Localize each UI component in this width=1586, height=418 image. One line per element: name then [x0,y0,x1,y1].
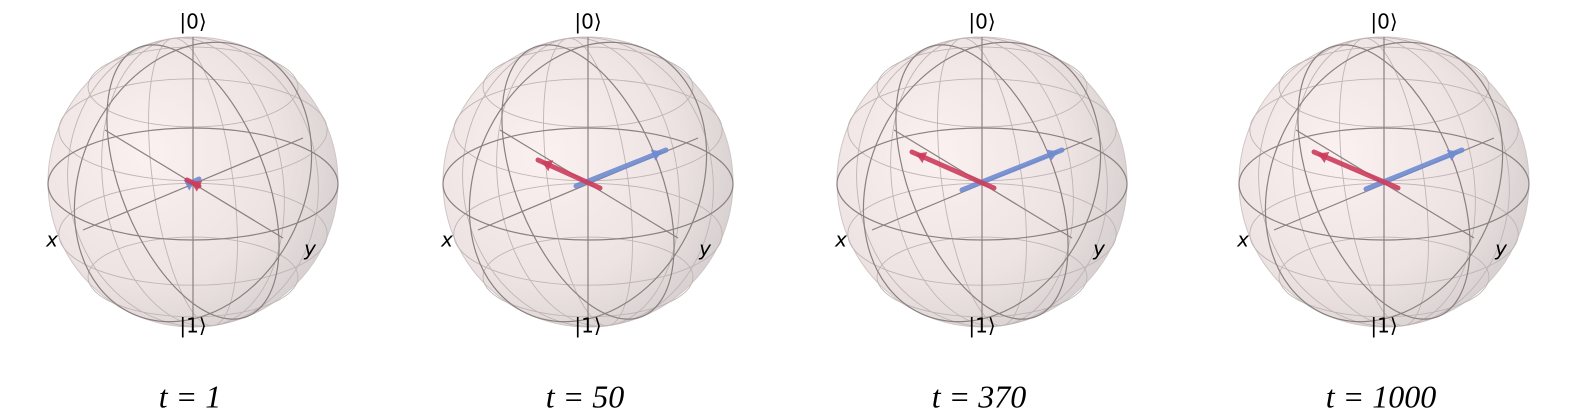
bloch-sphere: |0⟩ |1⟩ x y t = 1000 [1236,10,1530,414]
y-label: y [698,237,712,261]
blue-vector [573,147,669,189]
top-label: |0⟩ [1370,10,1397,34]
longitude [1258,36,1510,328]
bottom-label: |1⟩ [179,314,206,338]
blue-vector-head [1446,149,1459,161]
longitude [856,36,1108,328]
bottom-label: |1⟩ [968,314,995,338]
red-vector-head [915,152,928,164]
longitude [67,36,319,328]
bloch-sphere: |0⟩ |1⟩ x y t = 1 [45,10,339,414]
bottom-label: |1⟩ [1370,314,1397,338]
meridian [73,41,313,323]
meridian [106,44,280,320]
caption: t = 370 [932,378,1026,414]
red-vector [909,149,997,191]
red-vector-head [541,160,554,172]
top-label: |0⟩ [574,10,601,34]
x-label: x [1236,228,1249,252]
bloch-sphere: |0⟩ |1⟩ x y t = 370 [834,10,1128,414]
x-label: x [834,228,847,252]
bottom-label: |1⟩ [574,314,601,338]
bloch-sphere: |0⟩ |1⟩ x y t = 50 [440,10,734,414]
meridian [862,41,1102,323]
caption: t = 1 [159,378,221,414]
red-vector-head [190,180,203,192]
y-label: y [1092,237,1106,261]
longitude [462,36,714,328]
x-label: x [45,228,58,252]
blue-vector-head [1046,149,1059,161]
x-label: x [440,228,453,252]
caption: t = 50 [546,378,624,414]
top-label: |0⟩ [179,10,206,34]
top-label: |0⟩ [968,10,995,34]
y-label: y [303,237,317,261]
meridian [1264,41,1504,323]
blue-vector-head [650,149,663,161]
meridian [468,41,708,323]
red-vector-head [1317,152,1330,164]
red-vector [1311,149,1401,191]
y-label: y [1494,237,1508,261]
caption: t = 1000 [1326,378,1436,414]
